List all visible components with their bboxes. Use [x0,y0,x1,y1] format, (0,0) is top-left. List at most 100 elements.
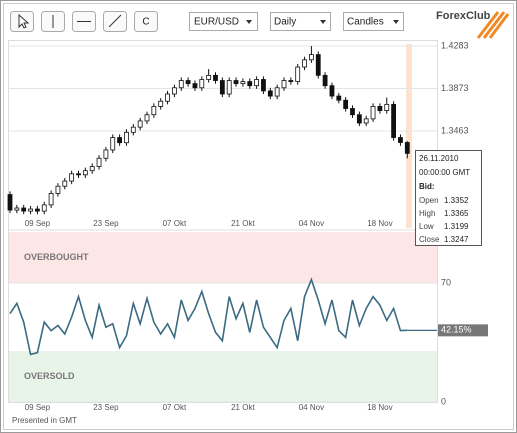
current-label-box [438,324,488,337]
y-tick-label: 70 [441,277,451,287]
candle-body [315,54,321,76]
candle-body [55,185,61,194]
symbol-label: EUR/USD [194,17,239,28]
clear-button[interactable] [134,11,158,32]
candle-body [350,108,355,116]
candle-body [281,80,287,89]
candle-body [103,149,109,159]
clear-label: C [142,17,149,28]
candle-body [398,137,403,143]
trendline-icon [108,14,122,28]
candle-body [21,207,27,212]
tooltip-value: 1.3247 [444,235,469,244]
tooltip-time: 00:00:00 GMT [419,168,470,177]
candle-body [370,106,376,120]
y-tick-label: 0 [441,396,446,406]
candle-body [192,83,198,89]
tooltip-bid: Bid: [419,182,435,191]
candle-body [384,103,390,111]
cursor-icon [18,13,30,29]
candle-body [35,208,40,212]
candle-body [322,74,328,87]
candle-body [14,207,20,211]
candle-body [343,99,349,109]
zone-label: OVERBOUGHT [24,252,89,262]
tooltip-value: 1.3352 [444,196,469,205]
x-tick-label: 09 Sep [25,219,51,228]
candle-body [178,80,184,89]
logo-stripes [476,11,510,39]
candle-body [130,126,136,133]
x-tick-label: 09 Sep [25,403,51,412]
candle-body [356,114,362,124]
crosshair [406,44,412,228]
candle-body [137,120,143,128]
candle-body [247,81,253,87]
y-tick-label: 1.4283 [441,40,469,50]
style-select[interactable] [343,12,404,31]
candle-body [240,81,246,85]
candle-body [69,173,75,182]
symbol-select[interactable] [189,12,258,31]
dropdown-arrow [393,20,399,24]
x-tick-label: 07 Okt [163,403,187,412]
candle-body [89,166,95,172]
candle-body [261,79,266,92]
candle-body [7,194,13,211]
tooltip-label: High [419,209,435,218]
candle-body [41,204,47,212]
candle-body [117,137,122,144]
current-label: 42.15% [441,325,472,335]
candle-body [158,100,164,107]
tooltip-label: Open [419,196,439,205]
x-tick-label: 04 Nov [299,403,324,412]
candle-body [82,170,88,176]
candle-body [363,118,369,124]
candle-body [110,137,116,151]
candle-body [62,180,68,187]
x-tick-label: 07 Okt [163,219,187,228]
x-tick-label: 18 Nov [367,403,392,412]
candle-body [165,93,170,102]
tooltip-label: Low [419,222,434,231]
indicator-panel: OVERBOUGHT OVERSOLD 0 70 09 Sep 23 Sep 07 Okt 2… [8,232,488,412]
price-panel: 1.3463 1.3873 1.4283 09 Sep 23 Sep 07 Okt 21 O… [7,40,469,231]
period-label: Daily [274,17,296,28]
tooltip-value: 1.3365 [444,209,469,218]
candle-body [226,80,232,95]
candle-body [185,80,191,85]
candle-body [76,173,81,176]
candle-body [151,106,157,116]
x-tick-label: 04 Nov [299,219,324,228]
candle-body [295,66,301,82]
candle-body [377,106,383,111]
candle-body [206,74,212,80]
tooltip: 26.11.2010 00:00:00 GMT Bid: Open 1.3352 H… [415,150,482,246]
zone [9,232,437,283]
candle-body [28,208,33,212]
tooltip-label: Close [419,235,440,244]
tooltip-box [415,150,482,246]
candle-body [171,87,177,95]
candle-body [144,114,150,122]
x-tick-label: 23 Sep [93,403,119,412]
dropdown-arrow [246,20,252,24]
zone-label: OVERSOLD [24,371,75,381]
candle-body [219,80,225,95]
candle-body [274,87,280,97]
x-tick-label: 21 Okt [231,403,255,412]
period-select[interactable] [270,12,331,31]
y-tick-label: 1.3463 [441,125,469,135]
candle-body [391,103,397,138]
style-label: Candles [347,17,384,28]
logo: ForexClub [436,10,491,22]
candle-body [233,80,239,85]
toolbar: C EUR/USD Daily Candles ForexClub [10,10,510,39]
candle-body [254,79,260,87]
x-tick-label: 21 Okt [231,219,255,228]
candle-body [329,85,335,97]
candle-body [213,74,218,81]
x-tick-label: 18 Nov [367,219,392,228]
footer: Presented in GMT [12,416,77,425]
